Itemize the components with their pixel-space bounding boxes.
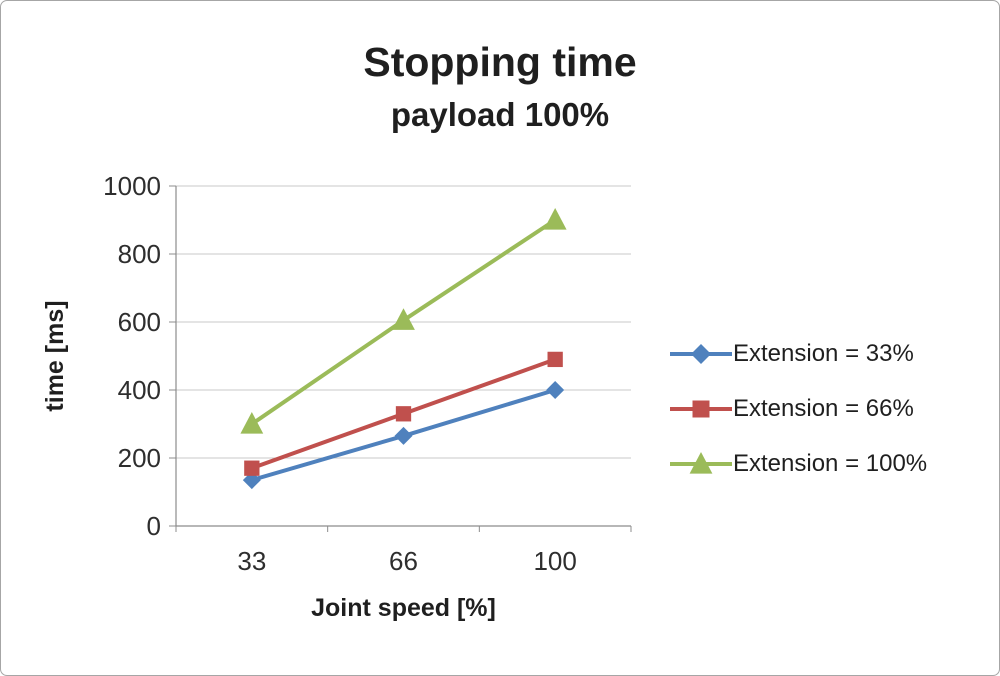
series-marker-0 — [546, 381, 565, 399]
series-marker-1 — [395, 406, 412, 422]
series-marker-0 — [394, 426, 413, 445]
legend-marker-extension-100-icon — [670, 452, 732, 474]
series-marker-2 — [392, 308, 415, 330]
series-marker-1 — [547, 351, 563, 368]
y-tick-label: 200 — [118, 443, 161, 473]
series-marker-2 — [240, 412, 264, 434]
legend-item-extension-33: Extension = 33% — [669, 339, 927, 369]
axis-labels: 0 200 400 600 800 1000 33 66 100 Joint speed [%] t… — [41, 171, 577, 622]
x-axis-title: Joint speed [%] — [311, 594, 496, 622]
chart-subtitle: payload 100% — [390, 96, 610, 133]
chart-title: Stopping time — [363, 39, 637, 85]
legend-marker-extension-33-icon — [670, 344, 732, 364]
y-tick-label: 600 — [118, 307, 161, 337]
axes — [169, 185, 632, 532]
legend-marker-extension-66-icon — [670, 400, 732, 418]
legend: Extension = 33% Extension = 66% Extensio… — [669, 339, 927, 504]
legend-key-marker — [691, 344, 711, 364]
plot-area: 0 200 400 600 800 1000 33 66 100 Joint speed [%] t… — [41, 171, 632, 622]
legend-label: Extension = 100% — [733, 450, 928, 477]
series — [240, 208, 567, 490]
series-marker-2 — [543, 208, 567, 230]
x-tick-label: 100 — [533, 546, 576, 576]
y-tick-label: 800 — [118, 239, 161, 269]
y-tick-label: 1000 — [103, 171, 161, 201]
legend-item-extension-100: Extension = 100% — [669, 449, 927, 479]
x-tick-label: 33 — [237, 546, 266, 576]
legend-label: Extension = 66% — [733, 395, 914, 422]
legend-item-extension-66: Extension = 66% — [669, 394, 927, 424]
y-tick-label: 400 — [118, 375, 161, 405]
legend-label: Extension = 33% — [733, 340, 914, 367]
legend-key-marker — [689, 452, 713, 474]
y-axis-title: time [ms] — [41, 300, 69, 411]
x-tick-label: 66 — [389, 546, 418, 576]
legend-key-marker — [692, 400, 710, 418]
series-marker-1 — [244, 460, 260, 476]
y-tick-label: 0 — [147, 511, 161, 541]
